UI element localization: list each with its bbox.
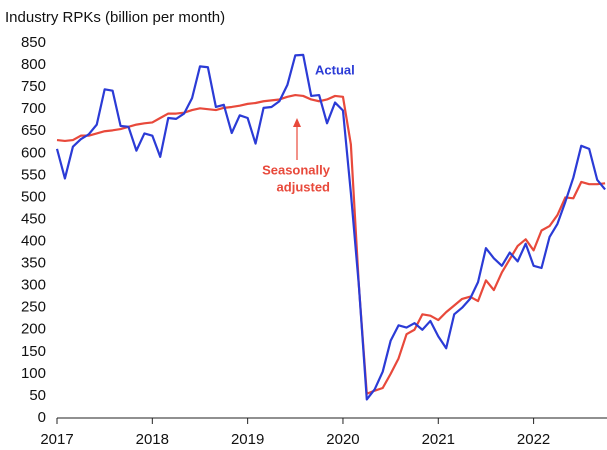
series-line <box>56 93 606 395</box>
y-tick-label: 650 <box>21 122 46 139</box>
y-tick-label: 0 <box>38 409 46 426</box>
y-tick-label: 800 <box>21 56 46 73</box>
y-tick-label: 450 <box>21 210 46 227</box>
x-tick-label: 2021 <box>422 431 455 448</box>
y-tick-label: 700 <box>21 100 46 117</box>
series-line <box>55 53 606 401</box>
y-tick-label: 550 <box>21 166 46 183</box>
y-tick-label: 250 <box>21 299 46 316</box>
annotation: Actual <box>315 62 355 77</box>
y-tick-label: 350 <box>21 255 46 272</box>
y-tick-label: 600 <box>21 144 46 161</box>
x-tick-label: 2018 <box>136 431 169 448</box>
x-tick-label: 2020 <box>326 431 359 448</box>
y-tick-label: 150 <box>21 343 46 360</box>
y-tick-label: 750 <box>21 78 46 95</box>
annotation: adjusted <box>277 179 331 194</box>
chart-title: Industry RPKs (billion per month) <box>5 9 225 26</box>
y-tick-label: 850 <box>21 34 46 51</box>
y-tick-label: 500 <box>21 188 46 205</box>
annotation-arrowhead <box>293 118 301 127</box>
x-tick-label: 2022 <box>517 431 550 448</box>
y-tick-label: 50 <box>29 387 46 404</box>
y-tick-label: 200 <box>21 321 46 338</box>
y-tick-label: 100 <box>21 365 46 382</box>
y-tick-label: 300 <box>21 277 46 294</box>
annotation: Seasonally <box>262 162 331 177</box>
x-tick-label: 2017 <box>40 431 73 448</box>
x-tick-label: 2019 <box>231 431 264 448</box>
y-tick-label: 400 <box>21 232 46 249</box>
